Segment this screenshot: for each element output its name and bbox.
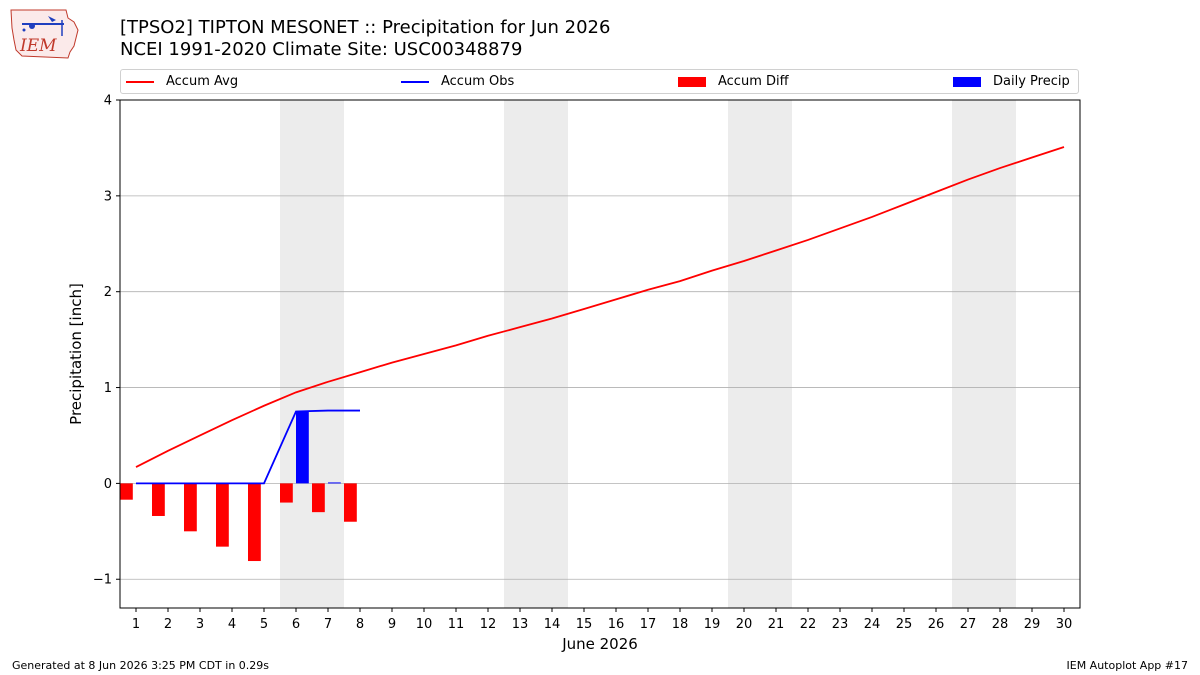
x-tick-label: 15	[576, 617, 593, 632]
accum-obs-line	[136, 409, 360, 485]
title-line-2: NCEI 1991-2020 Climate Site: USC00348879	[120, 39, 523, 60]
legend-label-accum-obs: Accum Obs	[441, 74, 515, 89]
accum-avg-line	[135, 146, 1065, 468]
weekend-shade-3	[728, 100, 792, 608]
x-tick-label: 19	[704, 617, 721, 632]
x-tick-label: 18	[672, 617, 689, 632]
x-tick-label: 20	[736, 617, 753, 632]
plot-frame	[119, 99, 1081, 609]
accum-diff-bar-day-5	[248, 483, 261, 562]
y-tick-label: 1	[104, 381, 112, 396]
legend-item-accum-diff: Accum Diff	[678, 74, 878, 90]
x-tick-label: 10	[416, 617, 433, 632]
daily-precip-bar-day-7	[328, 482, 341, 484]
x-tick-label: 5	[260, 617, 268, 632]
legend-swatch-daily-precip	[953, 77, 981, 87]
logo-text: IEM	[19, 36, 57, 56]
y-tick-label: 4	[104, 94, 112, 109]
x-tick-label: 29	[1024, 617, 1041, 632]
chart-legend: Accum Avg Accum Obs Accum Diff Daily Pre…	[120, 69, 1079, 94]
x-tick-label: 11	[448, 617, 465, 632]
legend-swatch-accum-diff	[678, 77, 706, 87]
accum-diff-bar-day-4	[216, 483, 229, 547]
generated-note: Generated at 8 Jun 2026 3:25 PM CDT in 0…	[12, 659, 270, 672]
legend-label-accum-diff: Accum Diff	[718, 74, 789, 89]
legend-label-daily-precip: Daily Precip	[993, 74, 1070, 89]
y-tick-label: 0	[104, 477, 112, 492]
x-tick-label: 9	[388, 617, 396, 632]
accum-diff-bar-day-8	[344, 483, 357, 522]
x-tick-label: 23	[832, 617, 849, 632]
x-tick-label: 27	[960, 617, 977, 632]
legend-item-daily-precip: Daily Precip	[953, 74, 1077, 90]
x-tick-label: 26	[928, 617, 945, 632]
weekend-shade-4	[952, 100, 1016, 608]
daily-precip-bar-day-6	[296, 411, 309, 484]
x-tick-label: 17	[640, 617, 657, 632]
y-tick-label: 3	[104, 189, 112, 204]
x-tick-label: 28	[992, 617, 1009, 632]
legend-label-accum-avg: Accum Avg	[166, 74, 239, 89]
title-line-1: [TPSO2] TIPTON MESONET :: Precipitation …	[120, 17, 611, 38]
weekend-shade-2	[504, 100, 568, 608]
x-tick-label: 4	[228, 617, 236, 632]
x-tick-label: 30	[1056, 617, 1073, 632]
x-tick-label: 24	[864, 617, 881, 632]
accum-diff-bar-day-6	[280, 483, 293, 503]
chart-title: [TPSO2] TIPTON MESONET :: Precipitation …	[120, 17, 610, 61]
iem-logo: IEM	[8, 6, 80, 60]
legend-item-accum-obs: Accum Obs	[401, 74, 601, 90]
legend-swatch-accum-avg	[126, 81, 154, 83]
x-tick-label: 8	[356, 617, 364, 632]
x-tick-label: 22	[800, 617, 817, 632]
x-axis-label: June 2026	[561, 635, 638, 653]
accum-diff-bar-day-2	[152, 483, 165, 516]
x-tick-label: 7	[324, 617, 332, 632]
x-tick-label: 16	[608, 617, 625, 632]
x-tick-label: 21	[768, 617, 785, 632]
x-tick-label: 13	[512, 617, 529, 632]
x-tick-label: 12	[480, 617, 497, 632]
legend-swatch-accum-obs	[401, 81, 429, 83]
x-tick-label: 1	[132, 617, 140, 632]
x-tick-label: 6	[292, 617, 300, 632]
legend-item-accum-avg: Accum Avg	[126, 74, 326, 90]
weekend-shade-1	[280, 100, 344, 608]
y-tick-label: −1	[93, 573, 112, 588]
x-tick-label: 3	[196, 617, 204, 632]
x-tick-label: 2	[164, 617, 172, 632]
x-tick-label: 14	[544, 617, 561, 632]
accum-diff-bar-day-3	[184, 483, 197, 532]
accum-diff-bar-day-7	[312, 483, 325, 513]
y-axis-label: Precipitation [inch]	[67, 283, 85, 425]
accum-diff-bar-day-1	[120, 483, 133, 500]
x-tick-label: 25	[896, 617, 913, 632]
app-label: IEM Autoplot App #17	[1066, 659, 1189, 672]
y-tick-label: 2	[104, 285, 112, 300]
